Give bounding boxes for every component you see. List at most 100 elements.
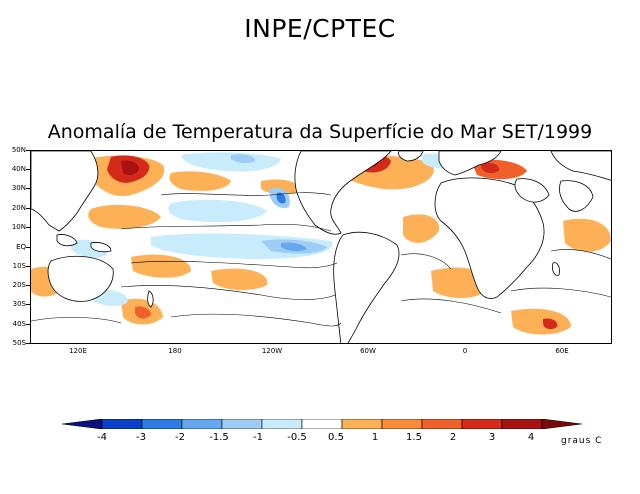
warm-patch-s-indian-core [543, 318, 558, 330]
continents [31, 151, 611, 343]
warm-patch-s-pacific [131, 254, 191, 278]
warm-patch-tasman-core [135, 306, 151, 319]
legend-label: -0.5 [287, 432, 307, 443]
continent-asia [31, 151, 99, 232]
sst-anomaly-map [30, 150, 612, 344]
lat-tick [26, 188, 30, 189]
color-scale-cell [181, 419, 223, 429]
legend-label: 2 [449, 432, 457, 443]
color-scale-cells [101, 419, 543, 429]
color-scale-cell [421, 419, 463, 429]
lat-tick [26, 324, 30, 325]
warm-patch-central-n-pacific [169, 171, 231, 191]
lat-tick [26, 208, 30, 209]
legend-units: graus C [561, 436, 603, 446]
contour-line [160, 192, 332, 196]
color-scale-cell [141, 419, 183, 429]
continent-australia [47, 256, 114, 302]
cool-patch-n-pacific-core [231, 154, 255, 164]
legend-label: -2 [175, 432, 185, 443]
lat-label-10n: 10N [11, 223, 26, 231]
cool-patch-eq-pacific-center [281, 242, 307, 252]
warm-patch-w-tropical-pacific [88, 204, 161, 229]
lat-label-30s: 30S [12, 300, 26, 308]
continent-madagascar [552, 262, 560, 276]
continent-new-zealand [147, 290, 154, 308]
lat-tick [26, 343, 30, 344]
contour-line [510, 287, 611, 298]
lat-tick [26, 169, 30, 170]
lat-label-50s: 50S [12, 339, 26, 347]
legend-label: -1.5 [209, 432, 229, 443]
continent-new-guinea [90, 242, 112, 253]
contour-lines [31, 192, 611, 327]
color-scale-right-arrow [541, 419, 582, 429]
continent-arabia [514, 178, 550, 203]
contour-line [31, 317, 122, 324]
continent-south-america [333, 231, 400, 343]
lat-label-10s: 10S [12, 262, 26, 270]
lat-tick [26, 247, 30, 248]
contour-line [130, 261, 338, 269]
map-title: Anomalía de Temperatura da Superfície do… [47, 121, 593, 143]
contour-line [550, 249, 611, 260]
color-scale-cell [221, 419, 263, 429]
lat-label-20s: 20S [12, 281, 26, 289]
color-scale-cell [101, 419, 143, 429]
map-canvas [31, 151, 611, 343]
header-title: INPE/CPTEC [244, 14, 396, 43]
legend-label: 1.5 [406, 432, 422, 443]
lat-label-30n: 30N [11, 184, 26, 192]
lat-label-20n: 20N [11, 204, 26, 212]
warm-patch-mediterranean-core [481, 162, 500, 174]
lat-tick [26, 285, 30, 286]
lon-label-60w: 60W [360, 347, 376, 355]
color-scale-cell [501, 419, 543, 429]
contour-line [400, 253, 452, 270]
lat-tick [26, 227, 30, 228]
color-scale-bar [62, 419, 582, 429]
continent-eurasia-east [550, 151, 611, 181]
legend-label: -4 [97, 432, 107, 443]
color-scale-left-arrow [62, 419, 103, 429]
legend-label: -3 [136, 432, 146, 443]
contour-line [400, 298, 502, 314]
color-scale-cell [301, 419, 343, 429]
cool-anomaly-areas [71, 152, 460, 306]
continent-india [559, 180, 594, 212]
legend-label: -1 [253, 432, 263, 443]
lon-label-180: 180 [168, 347, 182, 355]
lon-label-120e: 120E [69, 347, 87, 355]
legend-label: 1 [371, 432, 379, 443]
lat-tick [26, 266, 30, 267]
cool-patch-c-pacific [168, 199, 267, 223]
lat-tick [26, 304, 30, 305]
lon-label-0: 0 [462, 347, 468, 355]
legend-label: 3 [488, 432, 496, 443]
color-scale-cell [461, 419, 503, 429]
cool-patch-n-pacific [181, 152, 281, 172]
contour-line [170, 313, 342, 327]
lon-label-120w: 120W [261, 347, 283, 355]
color-scale-cell [261, 419, 303, 429]
continent-europe [438, 151, 502, 176]
warm-patch-s-pacific-2 [211, 268, 268, 291]
warm-patch-s-indian [511, 308, 571, 335]
lat-label-40s: 40S [12, 320, 26, 328]
legend-label: 4 [527, 432, 535, 443]
lat-label-eq: EQ [16, 243, 26, 251]
warm-patch-nw-pacific-center [121, 160, 139, 176]
lon-label-60e: 60E [555, 347, 569, 355]
lat-tick [26, 150, 30, 151]
legend-label: 0.5 [328, 432, 344, 443]
warm-patch-trop-atlantic [403, 214, 440, 243]
cool-patch-ne-pacific-coast-core [276, 192, 286, 204]
color-scale-cell [381, 419, 423, 429]
lat-label-40n: 40N [11, 165, 26, 173]
warm-patch-indian-ocean [563, 218, 611, 252]
color-scale-cell [341, 419, 383, 429]
continent-greenland [398, 151, 424, 162]
contour-line [120, 223, 332, 232]
contour-line [120, 285, 336, 300]
continent-maritime-asia [56, 234, 78, 247]
